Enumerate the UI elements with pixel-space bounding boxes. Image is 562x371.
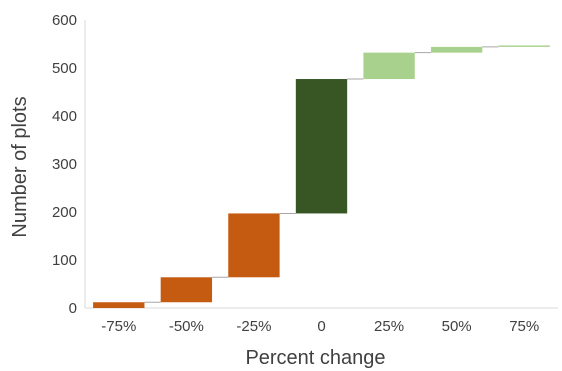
bar-5 [363, 52, 415, 80]
bar-4 [295, 79, 348, 214]
y-tick-label: 100 [52, 252, 77, 269]
x-tick-label: -75% [101, 318, 136, 335]
x-tick-label: 0 [317, 318, 325, 335]
x-tick-label: 75% [509, 318, 539, 335]
y-tick-label: 600 [52, 12, 77, 29]
x-tick-label: 25% [374, 318, 404, 335]
y-tick-label: 400 [52, 108, 77, 125]
x-tick-label: -25% [236, 318, 271, 335]
bar-6 [430, 46, 483, 53]
x-axis-ticks: -75% -50% -25% 0 25% 50% 75% [101, 318, 539, 335]
y-tick-label: 0 [69, 300, 77, 317]
bar-3 [228, 213, 280, 278]
y-axis-ticks: 0 100 200 300 400 500 600 [52, 12, 77, 317]
y-tick-label: 300 [52, 156, 77, 173]
bars [93, 45, 550, 308]
x-tick-label: 50% [442, 318, 472, 335]
x-axis-title: Percent change [245, 347, 385, 369]
y-tick-label: 500 [52, 60, 77, 77]
bar-2 [160, 277, 213, 303]
y-tick-label: 200 [52, 204, 77, 221]
bar-7 [498, 45, 550, 47]
y-axis-title: Number of plots [9, 96, 31, 237]
x-tick-label: -50% [169, 318, 204, 335]
connector-lines [144, 46, 499, 303]
bar-1 [93, 302, 145, 308]
